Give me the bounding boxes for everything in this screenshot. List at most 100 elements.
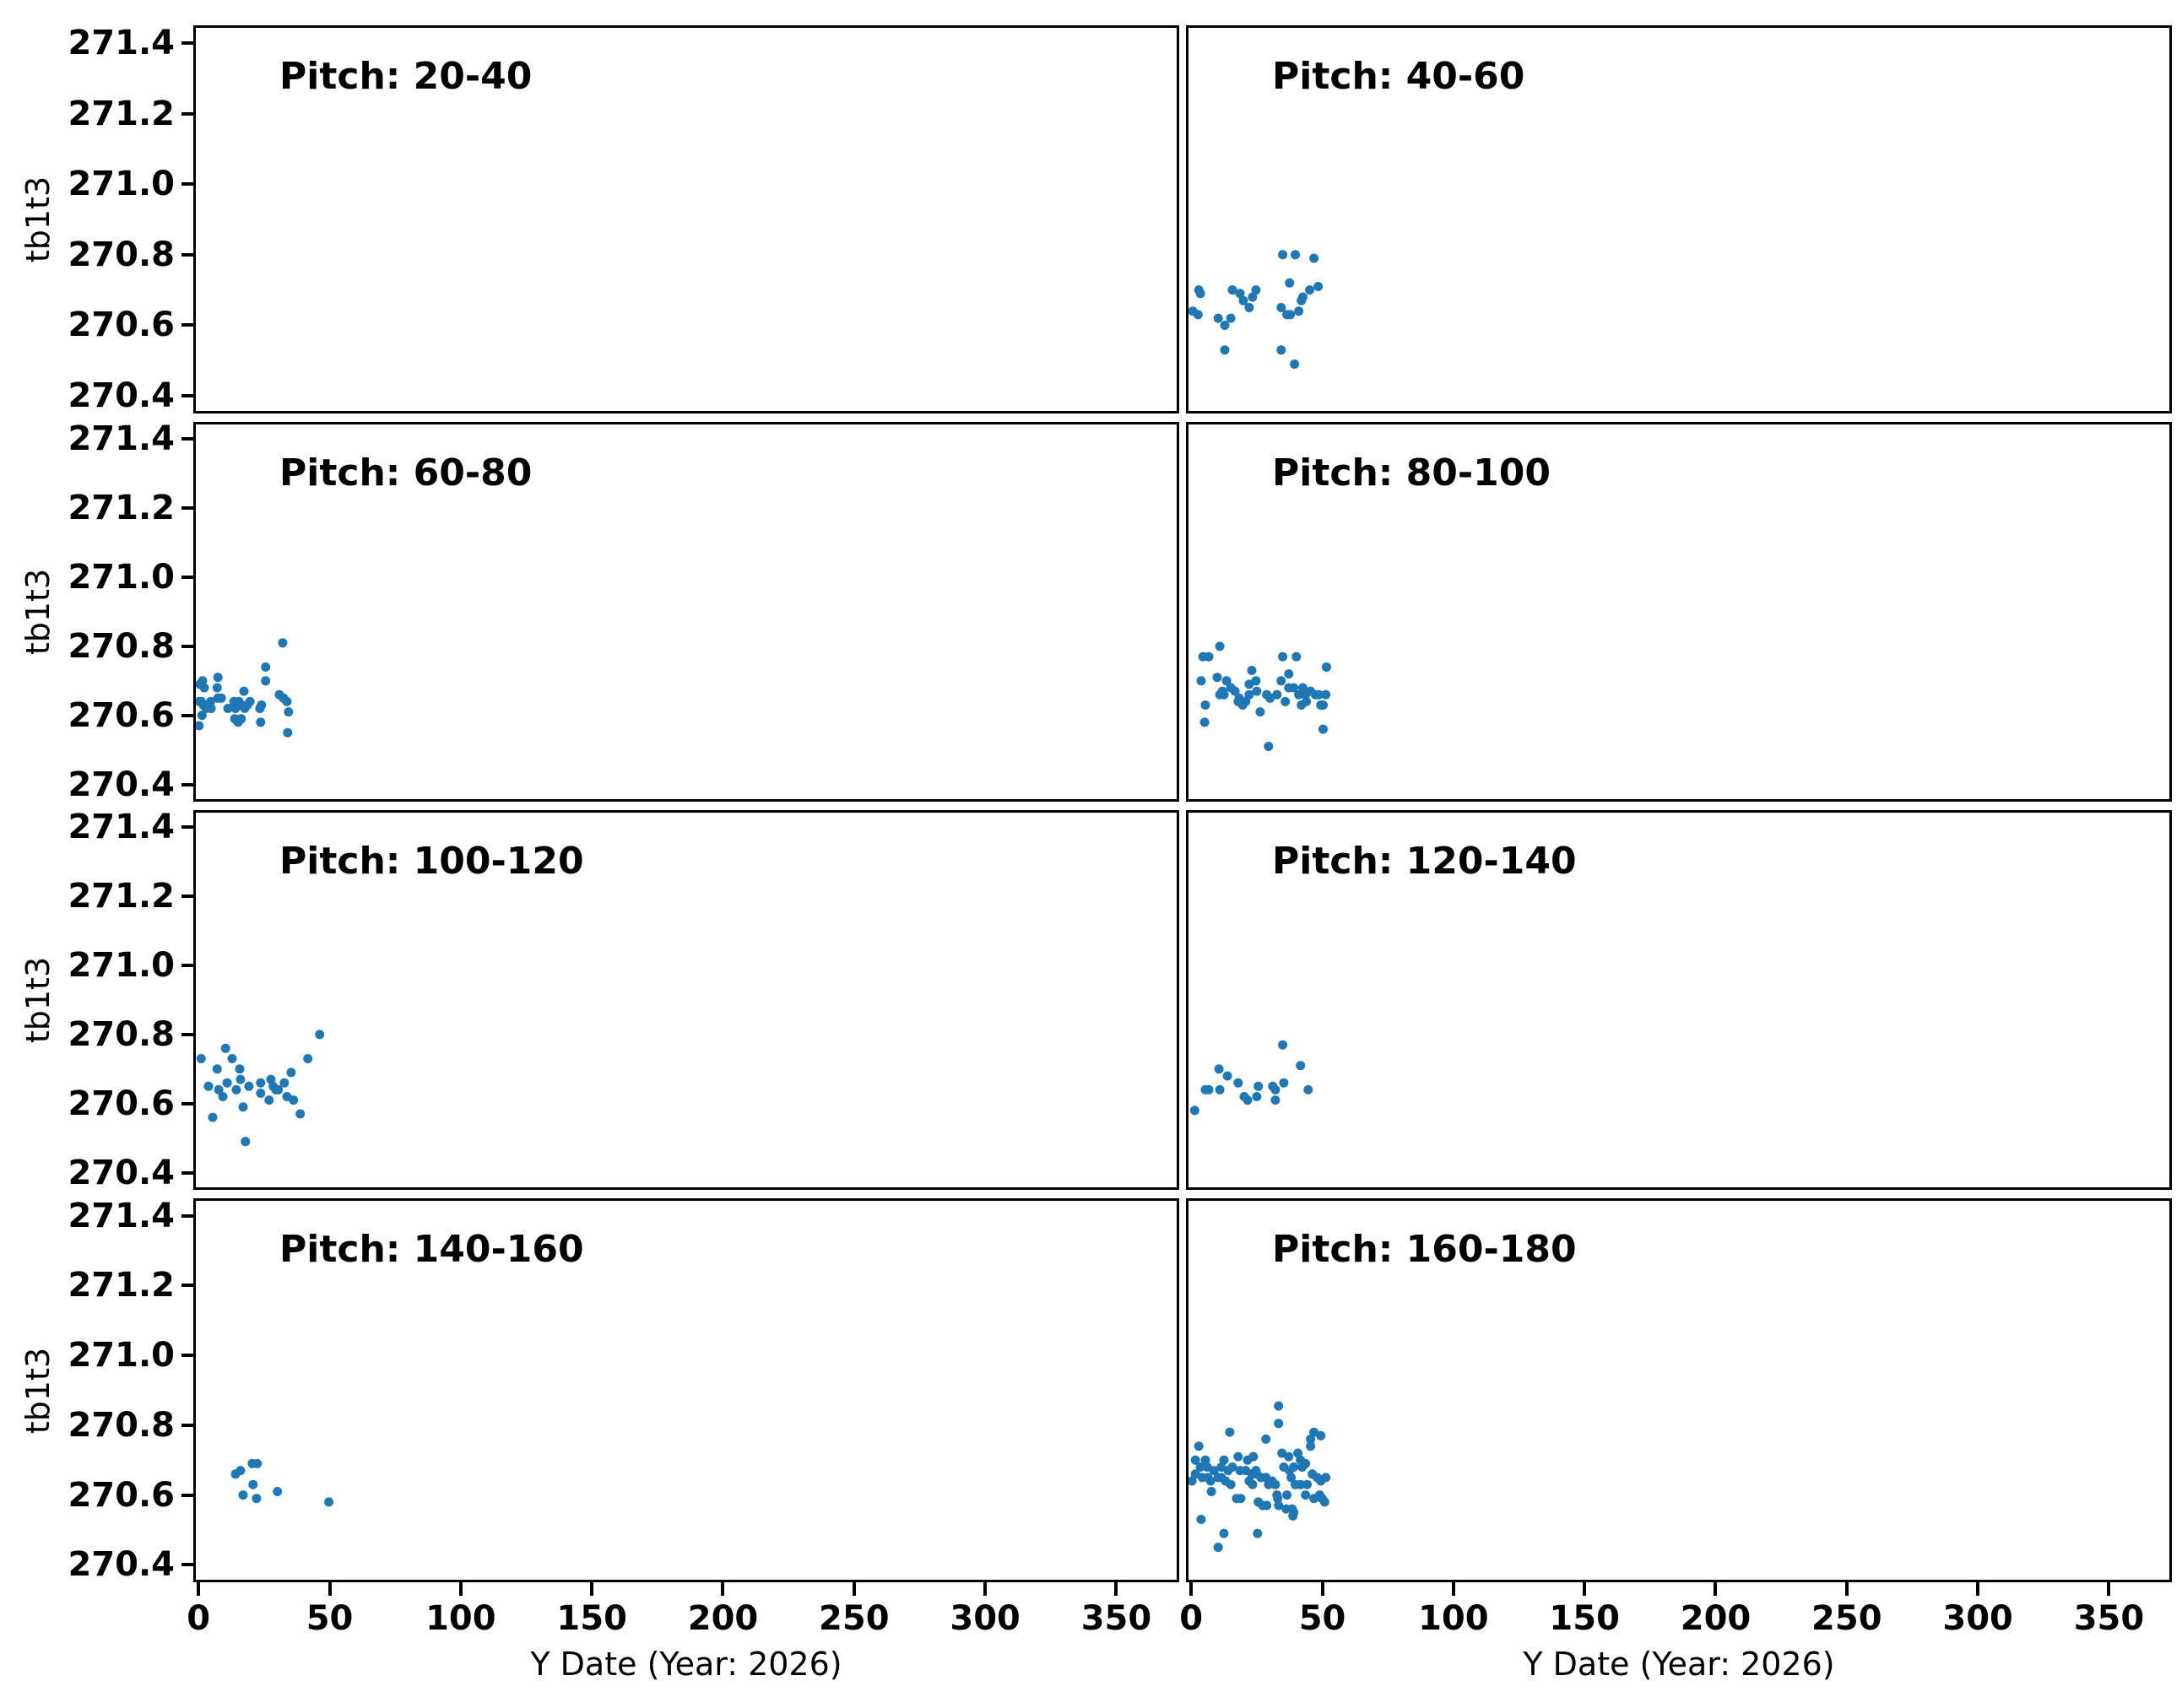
data-point: [231, 1084, 241, 1095]
data-point: [1226, 313, 1236, 323]
data-point: [203, 1081, 214, 1091]
y-tick-label: 271.4: [68, 808, 175, 847]
x-tick-label: 350: [1080, 1599, 1152, 1638]
y-tick-label: 270.4: [68, 1545, 175, 1585]
y-tick-label: 270.8: [68, 626, 175, 666]
data-point: [1276, 676, 1286, 686]
subplot-title: Pitch: 40-60: [1272, 55, 1525, 98]
data-point: [1278, 250, 1288, 260]
data-point: [1236, 1494, 1246, 1504]
data-point: [315, 1030, 325, 1040]
y-tick-label: 270.4: [68, 376, 175, 416]
y-axis-label: tb1t3: [19, 956, 57, 1044]
data-point: [196, 721, 204, 731]
data-point: [1278, 651, 1288, 662]
data-point: [216, 693, 226, 703]
data-point: [1204, 1084, 1214, 1095]
y-tick-mark: [181, 964, 193, 968]
data-point: [283, 727, 293, 738]
y-tick-label: 271.4: [68, 419, 175, 459]
data-point: [1252, 686, 1262, 696]
y-tick-mark: [181, 437, 193, 441]
data-point: [256, 1078, 266, 1088]
data-point: [256, 717, 266, 727]
data-point: [1274, 1419, 1284, 1429]
data-point: [1195, 1462, 1205, 1472]
data-point: [1209, 1466, 1219, 1476]
x-tick-label: 300: [950, 1599, 1021, 1638]
data-point: [1190, 1469, 1200, 1479]
x-tick-label: 50: [1298, 1599, 1346, 1638]
y-axis-label: tb1t3: [19, 1347, 57, 1434]
data-point: [1251, 285, 1261, 295]
data-point: [196, 1054, 206, 1063]
data-point: [1301, 1490, 1311, 1500]
data-point: [1297, 1462, 1308, 1472]
x-tick-mark: [197, 1582, 201, 1596]
x-tick-label: 150: [556, 1599, 627, 1638]
data-point: [1306, 1434, 1316, 1444]
data-point: [1274, 1500, 1284, 1511]
data-point: [1277, 1448, 1287, 1458]
data-point: [244, 1081, 254, 1091]
y-tick-mark: [181, 825, 193, 830]
data-point: [1296, 1061, 1306, 1071]
subplot-pitch-20-40: Pitch: 20-40: [193, 25, 1179, 413]
data-point: [289, 1095, 299, 1105]
data-point: [214, 1084, 224, 1095]
data-point: [1288, 1511, 1298, 1521]
data-point: [256, 1089, 266, 1098]
scatter-layer: [196, 638, 294, 738]
data-point: [245, 696, 255, 706]
x-tick-mark: [1320, 1582, 1324, 1596]
data-point: [1301, 689, 1311, 700]
data-point: [1303, 1084, 1313, 1095]
subplot-title: Pitch: 20-40: [279, 55, 533, 98]
y-tick-label: 270.6: [68, 1084, 175, 1123]
data-point: [1274, 1401, 1284, 1411]
y-tick-mark: [181, 394, 193, 398]
y-tick-label: 270.6: [68, 695, 175, 735]
subplot-pitch-160-180: Pitch: 160-180: [1186, 1198, 2172, 1582]
data-point: [1247, 666, 1257, 675]
data-point: [206, 704, 216, 713]
subplot-title: Pitch: 60-80: [279, 451, 533, 495]
data-point: [1248, 292, 1258, 302]
y-tick-label: 271.0: [68, 558, 175, 597]
data-point: [261, 676, 271, 686]
data-point: [235, 1064, 245, 1074]
x-tick-label: 0: [187, 1599, 211, 1638]
data-point: [286, 1068, 296, 1078]
data-point: [1316, 1430, 1326, 1440]
y-tick-mark: [181, 1423, 193, 1427]
data-point: [1221, 676, 1232, 686]
data-point: [1272, 689, 1282, 700]
y-tick-mark: [181, 1213, 193, 1218]
data-point: [1238, 295, 1248, 305]
subplot-pitch-140-160: Pitch: 140-160: [193, 1198, 1179, 1582]
data-point: [197, 711, 207, 721]
data-point: [1273, 1494, 1283, 1504]
y-tick-mark: [181, 782, 193, 786]
data-point: [1220, 345, 1230, 355]
data-point: [223, 704, 233, 713]
x-tick-mark: [1976, 1582, 1980, 1596]
x-tick-label: 150: [1549, 1599, 1620, 1638]
y-tick-label: 270.8: [68, 1014, 175, 1054]
y-tick-mark: [181, 323, 193, 327]
scatter-layer: [1196, 641, 1331, 751]
data-point: [1219, 1455, 1229, 1465]
scatter-layer: [1188, 250, 1324, 369]
data-point: [199, 683, 209, 693]
x-tick-mark: [1189, 1582, 1194, 1596]
scatter-layer: [1188, 1401, 1331, 1553]
y-tick-label: 271.4: [68, 23, 175, 62]
data-point: [1313, 282, 1324, 291]
data-point: [218, 1092, 228, 1101]
y-tick-mark: [181, 182, 193, 186]
data-point: [1206, 1487, 1216, 1496]
y-tick-mark: [181, 1563, 193, 1567]
x-tick-mark: [590, 1582, 594, 1596]
x-tick-mark: [1451, 1582, 1455, 1596]
data-point: [295, 1109, 306, 1119]
